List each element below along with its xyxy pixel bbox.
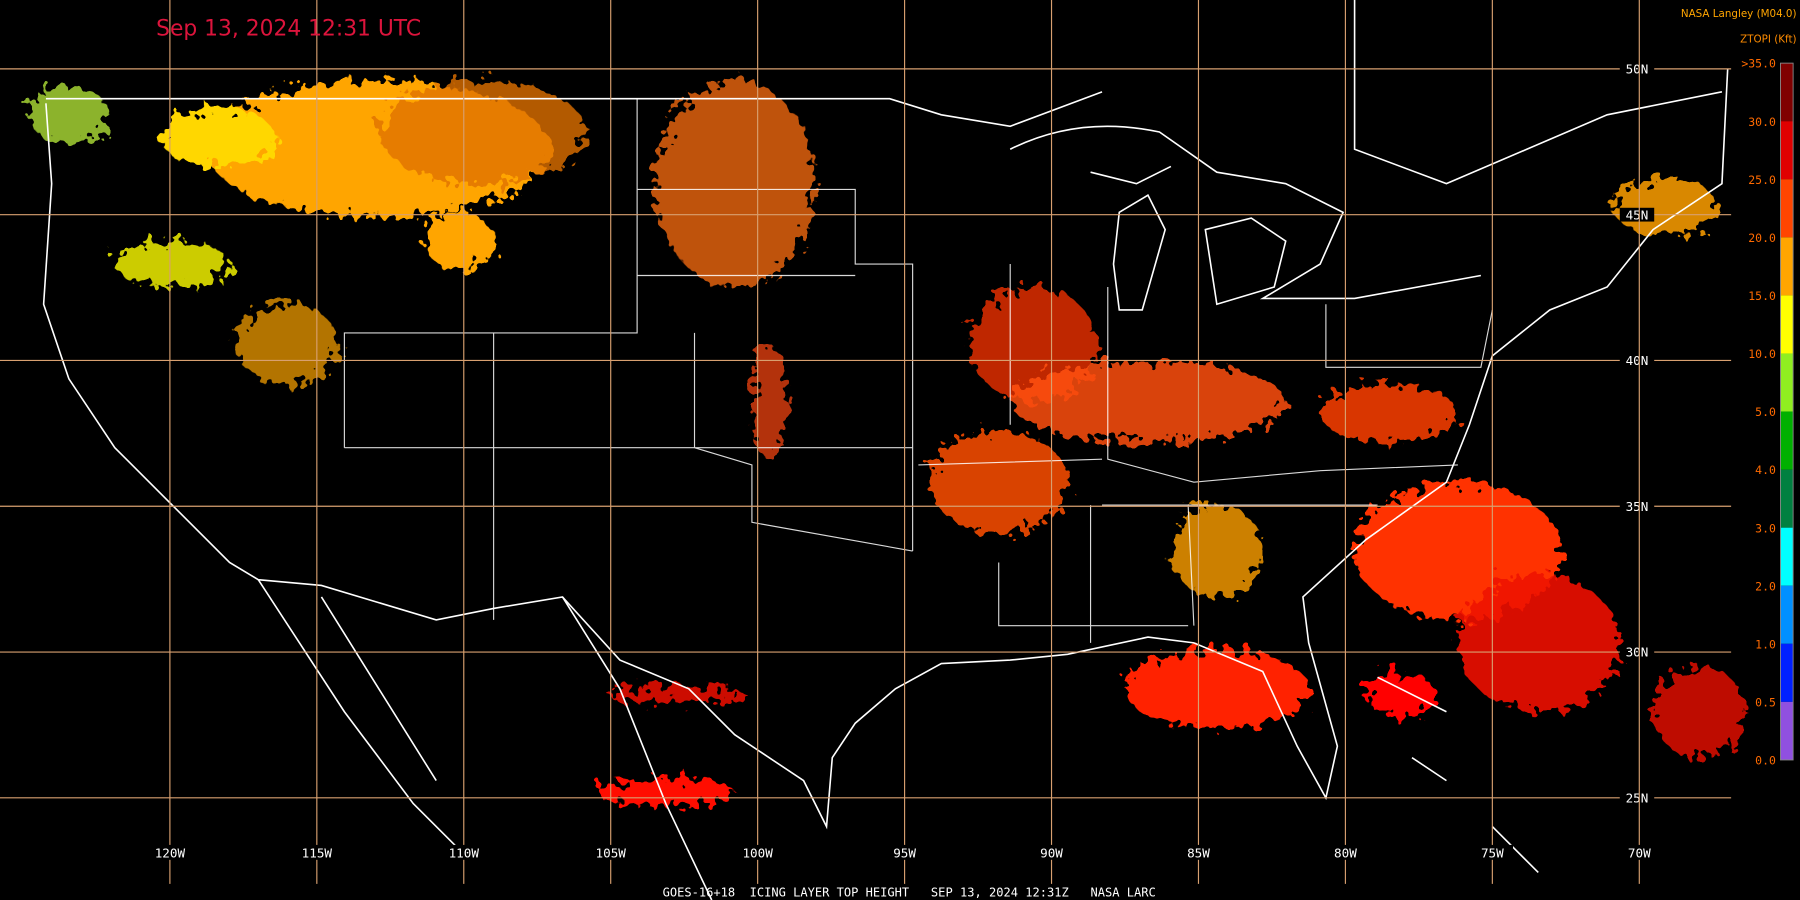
- longitude-label: 115W: [302, 846, 333, 861]
- colorbar-label: 0.5: [1755, 695, 1776, 709]
- colorbar-segment: [1780, 353, 1794, 412]
- longitude-label: 85W: [1187, 846, 1210, 861]
- graticule: 50N 45N 40N 35N 30N 25N 120W 115W 110W 105W 100W 95…: [0, 0, 1732, 884]
- icing-areas: [28, 80, 1745, 806]
- timestamp-title: Sep 13, 2024 12:31 UTC: [156, 17, 421, 42]
- longitude-label: 95W: [893, 846, 916, 861]
- longitude-label: 100W: [742, 846, 773, 861]
- colorbar-segment: [1780, 179, 1794, 238]
- colorbar: >35.0 30.0 25.0 20.0 15.0 10.0 5.0 4.0 3.0 2.0 1.0…: [1741, 57, 1794, 768]
- footer: GOES-16+18 ICING LAYER TOP HEIGHT SEP 13…: [663, 886, 1156, 900]
- colorbar-segment: [1780, 701, 1794, 760]
- longitude-label: 80W: [1334, 846, 1357, 861]
- latitude-label: 35N: [1626, 499, 1649, 514]
- colorbar-label: 25.0: [1748, 173, 1776, 187]
- latitude-label: 25N: [1626, 790, 1649, 805]
- label-bg: [443, 844, 485, 860]
- longitude-label: 70W: [1628, 846, 1651, 861]
- colorbar-segment: [1780, 643, 1794, 702]
- label-bg: [1619, 645, 1655, 659]
- colorbar-frame: [1780, 62, 1794, 761]
- source-label: NASA Langley (M04.0): [1681, 8, 1797, 20]
- longitude-label: 90W: [1040, 846, 1063, 861]
- label-bg: [1324, 844, 1367, 860]
- label-bg: [736, 844, 779, 860]
- label-bg: [1177, 844, 1220, 860]
- colorbar-segment: [1780, 121, 1794, 180]
- label-bg: [296, 844, 338, 860]
- colorbar-label: 0.0: [1755, 754, 1776, 768]
- colorbar-segment: [1780, 63, 1794, 122]
- longitude-label: 105W: [596, 846, 627, 861]
- latitude-label: 45N: [1626, 207, 1649, 222]
- colorbar-label: 2.0: [1755, 579, 1776, 593]
- label-bg: [1030, 844, 1073, 860]
- label-bg: [883, 844, 926, 860]
- colorbar-segment: [1780, 585, 1794, 644]
- label-bg: [1619, 207, 1655, 222]
- label-bg: [1618, 844, 1660, 860]
- label-bg: [149, 844, 191, 860]
- colorbar-label: 30.0: [1748, 115, 1776, 129]
- colorbar-label: 10.0: [1748, 347, 1776, 361]
- colorbar-label: 3.0: [1755, 521, 1776, 535]
- label-bg: [1619, 353, 1655, 368]
- label-bg: [590, 844, 632, 860]
- colorbar-label: >35.0: [1741, 57, 1776, 71]
- colorbar-segment: [1780, 237, 1794, 296]
- colorbar-label: 1.0: [1755, 637, 1776, 651]
- colorbar-label: 5.0: [1755, 405, 1776, 419]
- label-bg: [1619, 499, 1655, 514]
- longitude-label: 75W: [1481, 846, 1504, 861]
- colorbar-label: 4.0: [1755, 463, 1776, 477]
- colorbar-segment: [1780, 469, 1794, 528]
- label-bg: [1619, 790, 1655, 805]
- product-label: ZTOPI (Kft): [1740, 33, 1796, 45]
- longitude-label: 120W: [155, 846, 186, 861]
- latitude-label: 50N: [1626, 61, 1649, 76]
- label-bg: [1619, 61, 1655, 76]
- colorbar-segment: [1780, 411, 1794, 470]
- coastlines: [42, 0, 1729, 900]
- latitude-label: 40N: [1626, 353, 1649, 368]
- latitude-label: 30N: [1626, 645, 1649, 660]
- longitude-label: 110W: [449, 846, 480, 861]
- label-bg: [1471, 844, 1514, 860]
- state-borders: [343, 98, 1493, 643]
- colorbar-segment: [1780, 295, 1794, 354]
- colorbar-label: 15.0: [1748, 289, 1776, 303]
- colorbar-label: 20.0: [1748, 231, 1776, 245]
- colorbar-segment: [1780, 527, 1794, 586]
